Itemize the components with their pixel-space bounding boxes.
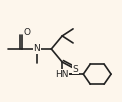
- Text: O: O: [24, 28, 31, 37]
- Text: N: N: [34, 44, 40, 53]
- Text: S: S: [73, 65, 78, 74]
- Text: HN: HN: [56, 70, 69, 79]
